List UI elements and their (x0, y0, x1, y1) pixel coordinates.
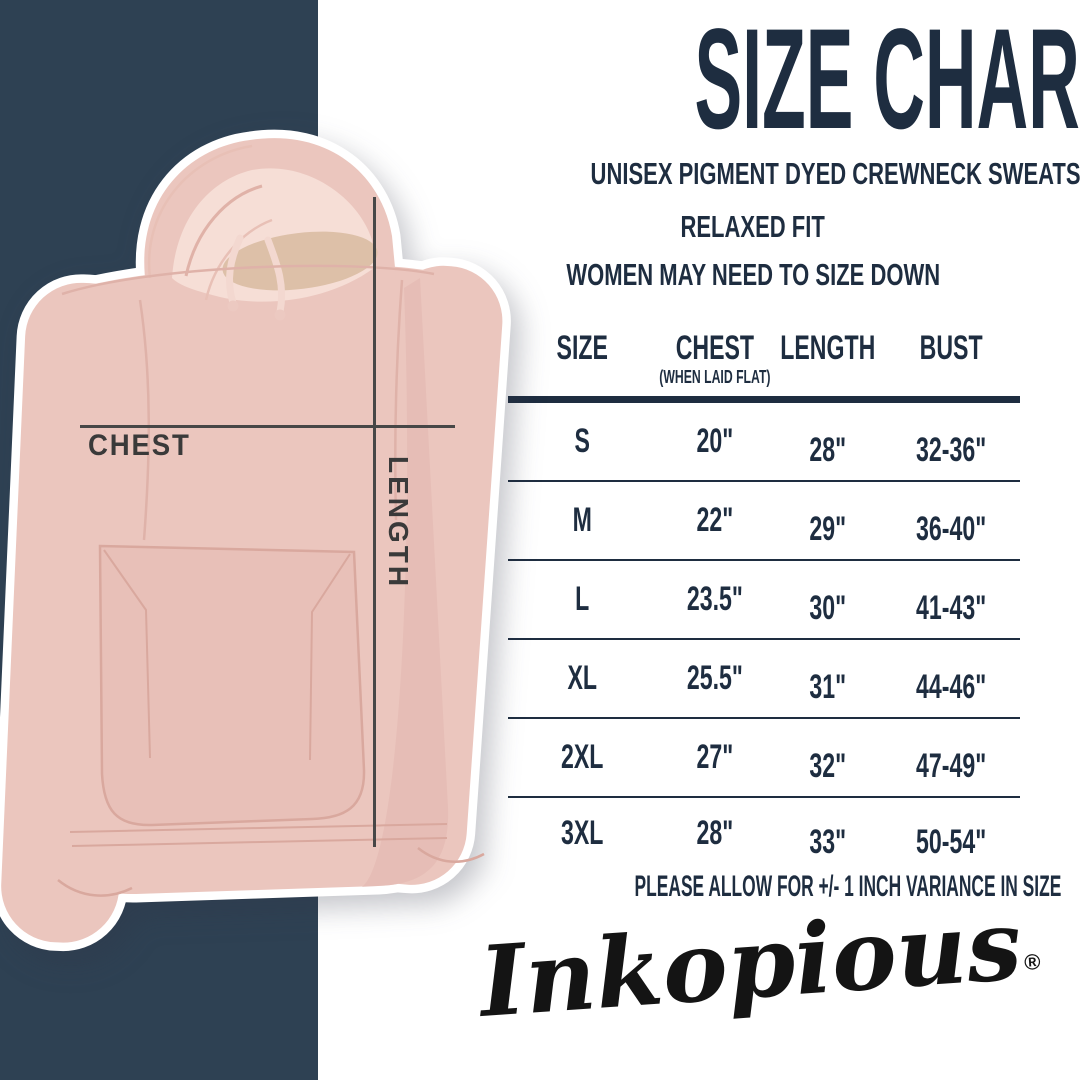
column-header-size: SIZE (556, 329, 608, 367)
subtitle-fit: RELAXED FIT (480, 211, 1026, 242)
size-cell: L (575, 580, 590, 618)
table-row-2xl: 2XL 27" 32" 47-49" (508, 719, 1020, 798)
size-cell: 2XL (561, 738, 604, 776)
bust-cell: 50-54" (915, 822, 986, 861)
table-row-m: M 22" 29" 36-40" (508, 482, 1020, 561)
length-cell: 29" (809, 510, 847, 548)
brand-logo: Inkopious® (476, 887, 1041, 1056)
column-header-chest: CHEST (WHEN LAID FLAT) (660, 329, 771, 396)
chest-measure-line (80, 425, 455, 428)
column-header-chest-subnote: (WHEN LAID FLAT) (659, 367, 771, 387)
variance-note: PLEASE ALLOW FOR +/- 1 INCH VARIANCE IN … (480, 872, 1062, 902)
size-cell: 3XL (561, 813, 604, 852)
table-row-3xl: 3XL 28" 33" 50-54" (508, 798, 1020, 868)
chest-cell: 20" (696, 422, 734, 460)
length-cell: 31" (809, 668, 847, 706)
bust-cell: 36-40" (915, 510, 986, 548)
bust-cell: 44-46" (915, 668, 986, 706)
variance-note-text: PLEASE ALLOW FOR +/- 1 INCH VARIANCE IN … (634, 870, 1062, 903)
subtitle-product-text: UNISEX PIGMENT DYED CREWNECK SWEATSHIRT (590, 156, 1080, 191)
size-table-header-row: SIZE CHEST (WHEN LAID FLAT) LENGTH BUST (508, 330, 1020, 403)
bust-cell: 47-49" (915, 747, 986, 785)
hoodie-pocket (98, 544, 366, 827)
chest-cell: 27" (696, 738, 734, 776)
length-cell: 33" (809, 822, 847, 861)
subtitle-fit-text: RELAXED FIT (680, 209, 826, 244)
subtitle-sizing-advice-text: WOMEN MAY NEED TO SIZE DOWN (566, 257, 940, 292)
length-measure-label: LENGTH (383, 456, 414, 590)
brand-logo-text: Inkopious (476, 887, 1025, 1039)
length-cell: 32" (809, 747, 847, 785)
hoodie-details (57, 144, 485, 897)
chest-measure-label: CHEST (88, 429, 191, 462)
column-header-bust: BUST (919, 329, 983, 367)
size-cell: S (574, 422, 590, 460)
product-photo-hoodie (0, 118, 550, 968)
chest-cell: 23.5" (687, 580, 744, 618)
length-cell: 28" (809, 431, 847, 469)
size-cell: XL (567, 659, 598, 697)
column-header-chest-label: CHEST (676, 329, 755, 367)
subtitle-sizing-advice: WOMEN MAY NEED TO SIZE DOWN (480, 259, 1026, 290)
length-measure-line (373, 197, 376, 847)
page-title: SIZE CHART (480, 8, 1080, 151)
table-row-l: L 23.5" 30" 41-43" (508, 561, 1020, 640)
subtitle-product: UNISEX PIGMENT DYED CREWNECK SWEATSHIRT (480, 158, 1080, 189)
size-table: SIZE CHEST (WHEN LAID FLAT) LENGTH BUST … (508, 330, 1020, 868)
table-row-xl: XL 25.5" 31" 44-46" (508, 640, 1020, 719)
chest-cell: 25.5" (687, 659, 744, 697)
size-cell: M (572, 501, 592, 539)
chest-cell: 22" (696, 501, 734, 539)
column-header-length: LENGTH (780, 329, 876, 367)
bust-cell: 41-43" (915, 589, 986, 627)
length-cell: 30" (809, 589, 847, 627)
bust-cell: 32-36" (915, 431, 986, 469)
page-title-text: SIZE CHART (694, 0, 1080, 159)
table-row-s: S 20" 28" 32-36" (508, 403, 1020, 482)
registered-trademark-symbol: ® (1023, 948, 1042, 976)
chest-cell: 28" (696, 813, 734, 852)
